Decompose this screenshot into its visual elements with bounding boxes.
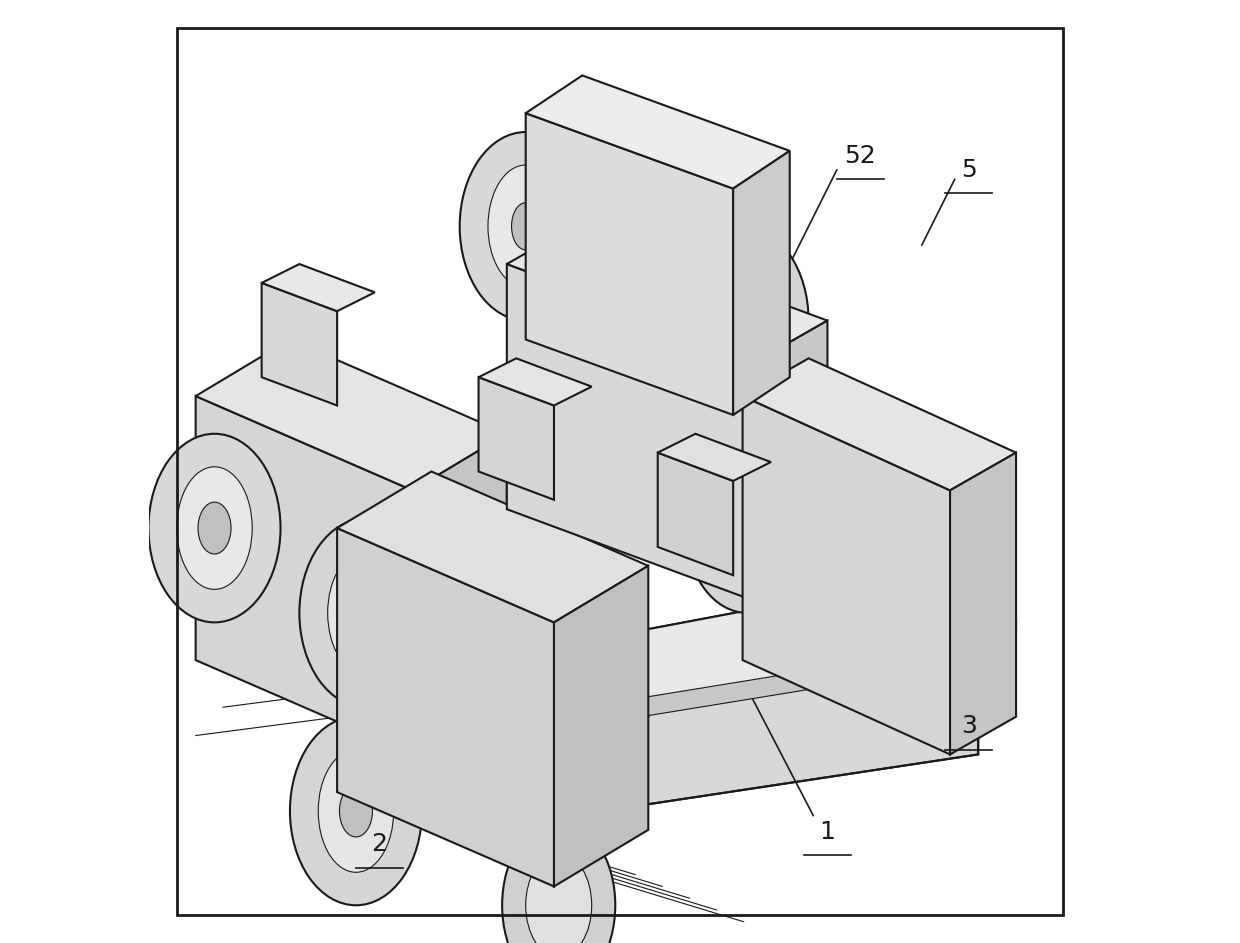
Ellipse shape — [591, 207, 667, 321]
Ellipse shape — [632, 330, 646, 349]
Ellipse shape — [921, 571, 988, 674]
Ellipse shape — [821, 651, 835, 670]
Ellipse shape — [754, 368, 769, 387]
Polygon shape — [337, 528, 554, 886]
Text: 3: 3 — [961, 714, 977, 738]
Polygon shape — [384, 585, 978, 736]
Polygon shape — [196, 339, 507, 490]
Polygon shape — [384, 585, 978, 830]
Text: 2: 2 — [372, 832, 388, 856]
Polygon shape — [526, 651, 931, 736]
Polygon shape — [554, 566, 649, 886]
Polygon shape — [743, 358, 1016, 490]
Polygon shape — [507, 226, 827, 358]
Ellipse shape — [460, 132, 591, 321]
Ellipse shape — [340, 785, 372, 837]
Polygon shape — [526, 75, 790, 189]
Polygon shape — [413, 434, 507, 754]
Polygon shape — [657, 453, 733, 575]
Ellipse shape — [801, 481, 816, 500]
Ellipse shape — [894, 538, 1016, 707]
Ellipse shape — [198, 502, 231, 554]
Ellipse shape — [613, 217, 627, 236]
Polygon shape — [657, 434, 771, 481]
Ellipse shape — [290, 717, 422, 905]
Polygon shape — [262, 283, 337, 405]
Ellipse shape — [748, 472, 813, 566]
Ellipse shape — [502, 820, 615, 943]
Ellipse shape — [945, 613, 1012, 707]
Ellipse shape — [149, 434, 280, 622]
Ellipse shape — [895, 688, 910, 707]
Ellipse shape — [704, 259, 780, 382]
Ellipse shape — [728, 321, 775, 396]
Ellipse shape — [319, 750, 393, 872]
Polygon shape — [479, 358, 591, 405]
Ellipse shape — [177, 467, 252, 589]
Ellipse shape — [526, 853, 591, 943]
Ellipse shape — [489, 165, 563, 288]
Ellipse shape — [512, 203, 539, 250]
Text: 5: 5 — [961, 157, 977, 182]
Ellipse shape — [707, 255, 722, 273]
Ellipse shape — [348, 587, 382, 639]
Text: 1: 1 — [820, 819, 836, 844]
Polygon shape — [733, 151, 790, 415]
Polygon shape — [196, 396, 413, 754]
Ellipse shape — [677, 226, 808, 415]
Polygon shape — [761, 321, 827, 604]
Ellipse shape — [714, 476, 780, 580]
Polygon shape — [479, 377, 554, 500]
Ellipse shape — [848, 415, 863, 434]
Ellipse shape — [686, 443, 808, 613]
Ellipse shape — [299, 519, 432, 707]
Polygon shape — [507, 264, 761, 604]
Ellipse shape — [591, 363, 686, 505]
Ellipse shape — [327, 552, 403, 674]
Text: 52: 52 — [844, 143, 877, 168]
Polygon shape — [950, 453, 1016, 754]
Polygon shape — [526, 113, 733, 415]
Ellipse shape — [799, 495, 894, 637]
Polygon shape — [337, 472, 649, 622]
Polygon shape — [262, 264, 374, 311]
Polygon shape — [743, 396, 950, 754]
